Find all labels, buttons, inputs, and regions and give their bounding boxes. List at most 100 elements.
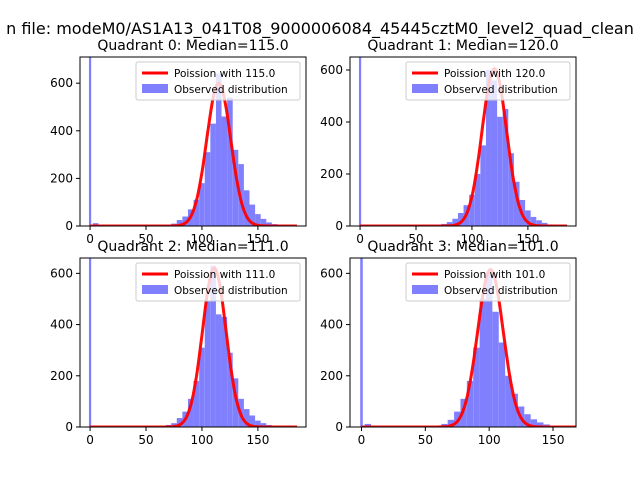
histogram-bar <box>502 109 509 226</box>
x-tick-label: 100 <box>478 433 501 447</box>
legend-poisson-label: Poission with 120.0 <box>444 68 545 80</box>
histogram-bar <box>266 222 272 226</box>
histogram-bar <box>243 409 250 427</box>
y-tick-label: 200 <box>320 167 343 181</box>
histogram-bar <box>536 220 542 226</box>
axes-frame <box>79 257 307 428</box>
quadrant-title: Quadrant 1: Median=120.0 <box>367 38 558 54</box>
axes-frame <box>349 257 577 428</box>
histogram-bar <box>215 73 222 226</box>
histogram-bar-zero <box>88 258 92 427</box>
histogram-bar <box>187 398 194 427</box>
x-tick-label: 150 <box>542 433 565 447</box>
legend-observed-swatch <box>142 285 168 294</box>
y-tick-label: 200 <box>50 369 73 383</box>
histogram-bar <box>204 152 211 226</box>
legend-box <box>405 262 571 302</box>
y-tick-label: 0 <box>65 420 73 434</box>
y-tick-label: 400 <box>50 124 73 138</box>
y-tick-label: 600 <box>50 266 73 280</box>
legend-observed-swatch <box>412 84 438 93</box>
x-tick-label: 0 <box>356 232 364 246</box>
histogram-bar <box>199 347 205 427</box>
histogram-bar <box>479 298 486 427</box>
histogram-bar <box>210 123 216 226</box>
histogram-bar <box>364 423 372 427</box>
histogram-bar <box>199 183 205 226</box>
legend-poisson-label: Poission with 115.0 <box>174 68 275 80</box>
histogram-bar <box>210 265 216 427</box>
y-tick-label: 200 <box>320 369 343 383</box>
histogram-bar <box>260 423 267 427</box>
quadrant-2-panel: 0 50 100 150 0 200 400 600 Quadrant 2: Median=11… <box>50 239 307 447</box>
histogram-bar <box>466 380 474 427</box>
x-tick-label: 50 <box>138 232 153 246</box>
histogram-bar <box>513 181 520 226</box>
y-tick-label: 400 <box>320 115 343 129</box>
histogram-bar <box>524 414 531 427</box>
histogram-bar <box>491 80 498 226</box>
poisson-curve <box>360 66 567 226</box>
legend-box <box>135 61 301 101</box>
legend-observed-label: Observed distribution <box>174 84 288 96</box>
histogram-bar <box>204 301 211 427</box>
histogram-bar <box>260 218 267 226</box>
histogram-bar <box>511 393 518 427</box>
histogram-bar-zero <box>360 258 363 427</box>
x-tick-label: 150 <box>516 232 539 246</box>
histogram-bar <box>227 352 233 427</box>
quadrant-title: Quadrant 2: Median=111.0 <box>97 239 288 255</box>
legend-box <box>405 61 571 101</box>
histogram-bar <box>541 222 548 226</box>
histogram-bar <box>176 220 183 226</box>
histogram-bar <box>232 378 239 427</box>
histogram-bar <box>193 199 200 226</box>
y-tick-label: 400 <box>320 318 343 332</box>
histogram-bar <box>243 190 250 226</box>
legend-observed-label: Observed distribution <box>444 84 558 96</box>
histogram-bar <box>249 204 256 226</box>
histogram-bar <box>255 214 261 226</box>
legend-observed-label: Observed distribution <box>444 285 558 297</box>
poisson-curve <box>90 81 297 226</box>
histogram-bar <box>182 216 188 226</box>
histogram-bar-zero <box>88 57 92 226</box>
histogram-bar <box>474 174 481 226</box>
histogram-bar <box>452 218 458 226</box>
histogram-bar <box>232 149 239 226</box>
x-tick-label: 100 <box>190 433 213 447</box>
y-tick-label: 600 <box>320 63 343 77</box>
x-tick-label: 0 <box>86 232 94 246</box>
x-tick-label: 50 <box>408 232 423 246</box>
histogram-bar <box>530 216 537 226</box>
x-tick-label: 150 <box>246 232 269 246</box>
histogram-bar <box>505 375 512 427</box>
histogram-bar <box>176 418 183 427</box>
y-tick-label: 0 <box>65 219 73 233</box>
histogram-bar <box>255 420 261 427</box>
figure-suptitle: n file: modeM0/AS1A13_041T08_9000006084_… <box>6 19 634 39</box>
histogram-bar <box>508 153 514 226</box>
quadrant-3-panel: 0 50 100 150 0 200 400 600 Quadrant 3: Median=10… <box>320 239 577 447</box>
x-tick-label: 0 <box>358 433 366 447</box>
histogram-bar-zero <box>358 57 362 226</box>
histogram-bar <box>447 419 455 427</box>
x-tick-label: 0 <box>86 433 94 447</box>
x-tick-label: 100 <box>190 232 213 246</box>
histogram-bar <box>457 213 464 226</box>
plot-area <box>88 258 297 427</box>
quadrant-title: Quadrant 0: Median=115.0 <box>97 38 288 54</box>
y-tick-label: 0 <box>335 219 343 233</box>
y-tick-label: 600 <box>320 266 343 280</box>
quadrant-1-panel: 0 50 100 150 0 200 400 600 Quadrant 1: Median=12… <box>320 38 577 246</box>
histogram-bar <box>525 210 531 226</box>
legend-poisson-label: Poission with 111.0 <box>174 269 275 281</box>
legend-observed-label: Observed distribution <box>174 285 288 297</box>
x-tick-label: 50 <box>418 433 433 447</box>
histogram-bar <box>480 145 486 226</box>
histogram-bar <box>215 314 222 427</box>
legend-observed-swatch <box>412 285 438 294</box>
x-tick-label: 150 <box>246 433 269 447</box>
histogram-bar <box>469 194 475 226</box>
